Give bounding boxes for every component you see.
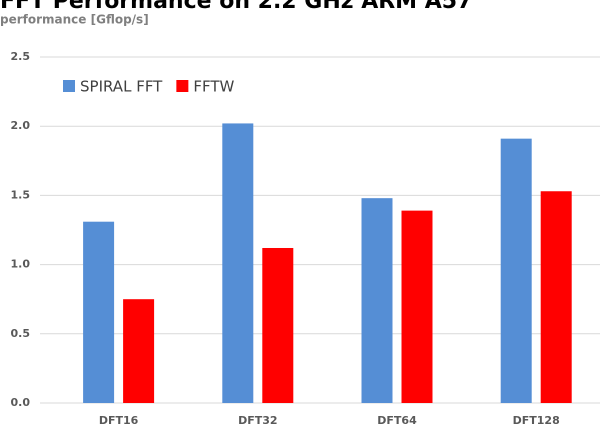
y-tick-label: 1.5: [11, 188, 31, 201]
x-tick-label: DFT32: [238, 414, 277, 427]
y-tick-label: 2.5: [11, 50, 31, 63]
x-tick-label: DFT128: [513, 414, 560, 427]
bar: [83, 221, 115, 403]
legend-swatch: [176, 80, 189, 92]
bar: [361, 198, 393, 403]
legend-label: FFTW: [193, 78, 234, 96]
chart-title: FFT Performance on 2.2 GHz ARM A57: [0, 0, 472, 14]
bar: [123, 299, 155, 403]
bar: [262, 247, 294, 403]
y-tick-label: 0.5: [11, 327, 31, 340]
bar: [500, 138, 532, 403]
legend-label: SPIRAL FFT: [80, 78, 163, 96]
chart-subtitle: performance [Gflop/s]: [0, 13, 149, 27]
bar: [540, 191, 572, 403]
legend-swatch: [63, 80, 75, 92]
x-tick-label: DFT16: [99, 414, 139, 427]
y-tick-label: 1.0: [11, 258, 31, 271]
bar: [222, 123, 254, 403]
y-tick-label: 0.0: [11, 396, 31, 409]
bar: [401, 210, 433, 403]
x-tick-label: DFT64: [377, 414, 417, 427]
y-tick-label: 2.0: [11, 119, 31, 132]
